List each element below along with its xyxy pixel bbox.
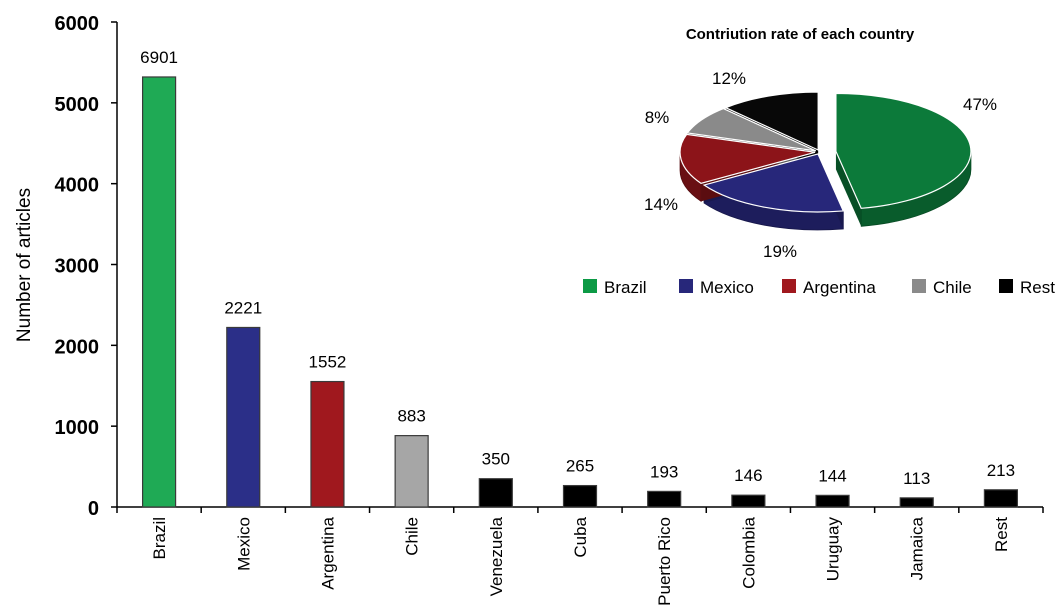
bar-puerto-rico — [647, 490, 682, 508]
legend-swatch — [782, 279, 796, 293]
data-label: 6901 — [140, 48, 178, 67]
y-tick-label: 5000 — [55, 94, 100, 116]
pie-slice-rest — [724, 91, 819, 151]
bar-mexico — [226, 326, 261, 508]
data-label: 213 — [987, 461, 1015, 480]
data-label: 113 — [903, 469, 930, 488]
x-tick-label: Venezuela — [487, 516, 506, 596]
pie-percent-label: 14% — [644, 195, 678, 214]
data-label: 193 — [650, 462, 678, 481]
x-tick-label: Colombia — [739, 516, 758, 588]
bar-colombia — [731, 494, 766, 508]
data-label: 1552 — [309, 353, 347, 372]
pie-percent-label: 19% — [763, 242, 797, 261]
pie-title: Contriution rate of each country — [686, 26, 915, 43]
pie-percent-label: 47% — [963, 95, 997, 114]
pie-slice-mexico — [702, 153, 845, 213]
data-label: 265 — [566, 457, 594, 476]
legend-label: Brazil — [604, 278, 647, 297]
data-label: 146 — [734, 466, 762, 485]
bar-brazil — [141, 76, 177, 508]
legend-swatch — [679, 279, 693, 293]
y-tick-label: 1000 — [55, 417, 100, 439]
data-label: 2221 — [224, 298, 262, 317]
legend-swatch — [912, 279, 926, 293]
data-label: 883 — [397, 407, 425, 426]
pie-slice-brazil — [835, 92, 972, 209]
x-tick-label: Argentina — [318, 516, 337, 589]
x-tick-label: Puerto Rico — [655, 517, 674, 606]
legend-label: Mexico — [700, 278, 754, 297]
y-tick-label: 3000 — [55, 256, 100, 278]
x-tick-label: Brazil — [150, 517, 169, 560]
legend-label: Argentina — [803, 278, 876, 297]
y-axis-title: Number of articles — [14, 188, 35, 342]
y-tick-label: 6000 — [55, 13, 100, 35]
pie-percent-label: 12% — [712, 69, 746, 88]
bar-chart: 0 1000 2000 3000 4000 5000 6000 Number of artic… — [14, 13, 1044, 606]
pie-slice-argentina — [679, 133, 816, 184]
legend-swatch — [999, 279, 1013, 293]
x-tick-label: Chile — [403, 517, 422, 556]
data-label: 144 — [818, 466, 846, 485]
pie-face-brazil — [835, 151, 862, 227]
pie-chart: Contriution rate of each country 47% 19% 14… — [583, 26, 1055, 297]
pie-legend: Brazil Mexico Argentina Chile Rest — [583, 278, 1055, 297]
x-tick-label: Cuba — [571, 516, 590, 557]
legend-label: Rest — [1020, 278, 1055, 297]
legend-swatch — [583, 279, 597, 293]
pie-tops — [679, 91, 972, 213]
y-tick-label: 4000 — [55, 175, 100, 197]
x-tick-label: Jamaica — [908, 516, 927, 580]
bar-jamaica — [899, 497, 934, 508]
x-tick-label: Mexico — [234, 517, 253, 571]
data-label: 350 — [482, 450, 510, 469]
legend-label: Chile — [933, 278, 972, 297]
bar-chile — [394, 435, 429, 508]
x-tick-label: Rest — [992, 517, 1011, 552]
bar-venezuela — [478, 478, 513, 508]
y-tick-label: 2000 — [55, 336, 100, 358]
pie-percent-label: 8% — [645, 108, 670, 127]
bar-rest — [983, 489, 1019, 508]
bar-cuba — [562, 484, 598, 508]
bar-uruguay — [815, 494, 850, 508]
y-tick-label: 0 — [88, 498, 99, 520]
x-tick-label: Uruguay — [824, 517, 843, 582]
pie-slice-chile — [686, 107, 817, 152]
bar-argentina — [310, 380, 345, 508]
